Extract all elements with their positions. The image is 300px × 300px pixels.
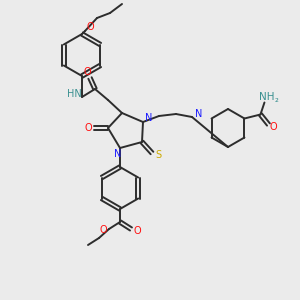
Text: O: O xyxy=(84,123,92,133)
Text: HN: HN xyxy=(67,89,81,99)
Text: NH: NH xyxy=(259,92,274,101)
Text: O: O xyxy=(270,122,277,133)
Text: N: N xyxy=(195,109,203,119)
Text: O: O xyxy=(83,67,91,77)
Text: S: S xyxy=(155,150,161,160)
Text: O: O xyxy=(99,225,107,235)
Text: N: N xyxy=(114,149,122,159)
Text: ₂: ₂ xyxy=(274,94,278,104)
Text: O: O xyxy=(86,22,94,32)
Text: O: O xyxy=(133,226,141,236)
Text: N: N xyxy=(145,113,153,123)
